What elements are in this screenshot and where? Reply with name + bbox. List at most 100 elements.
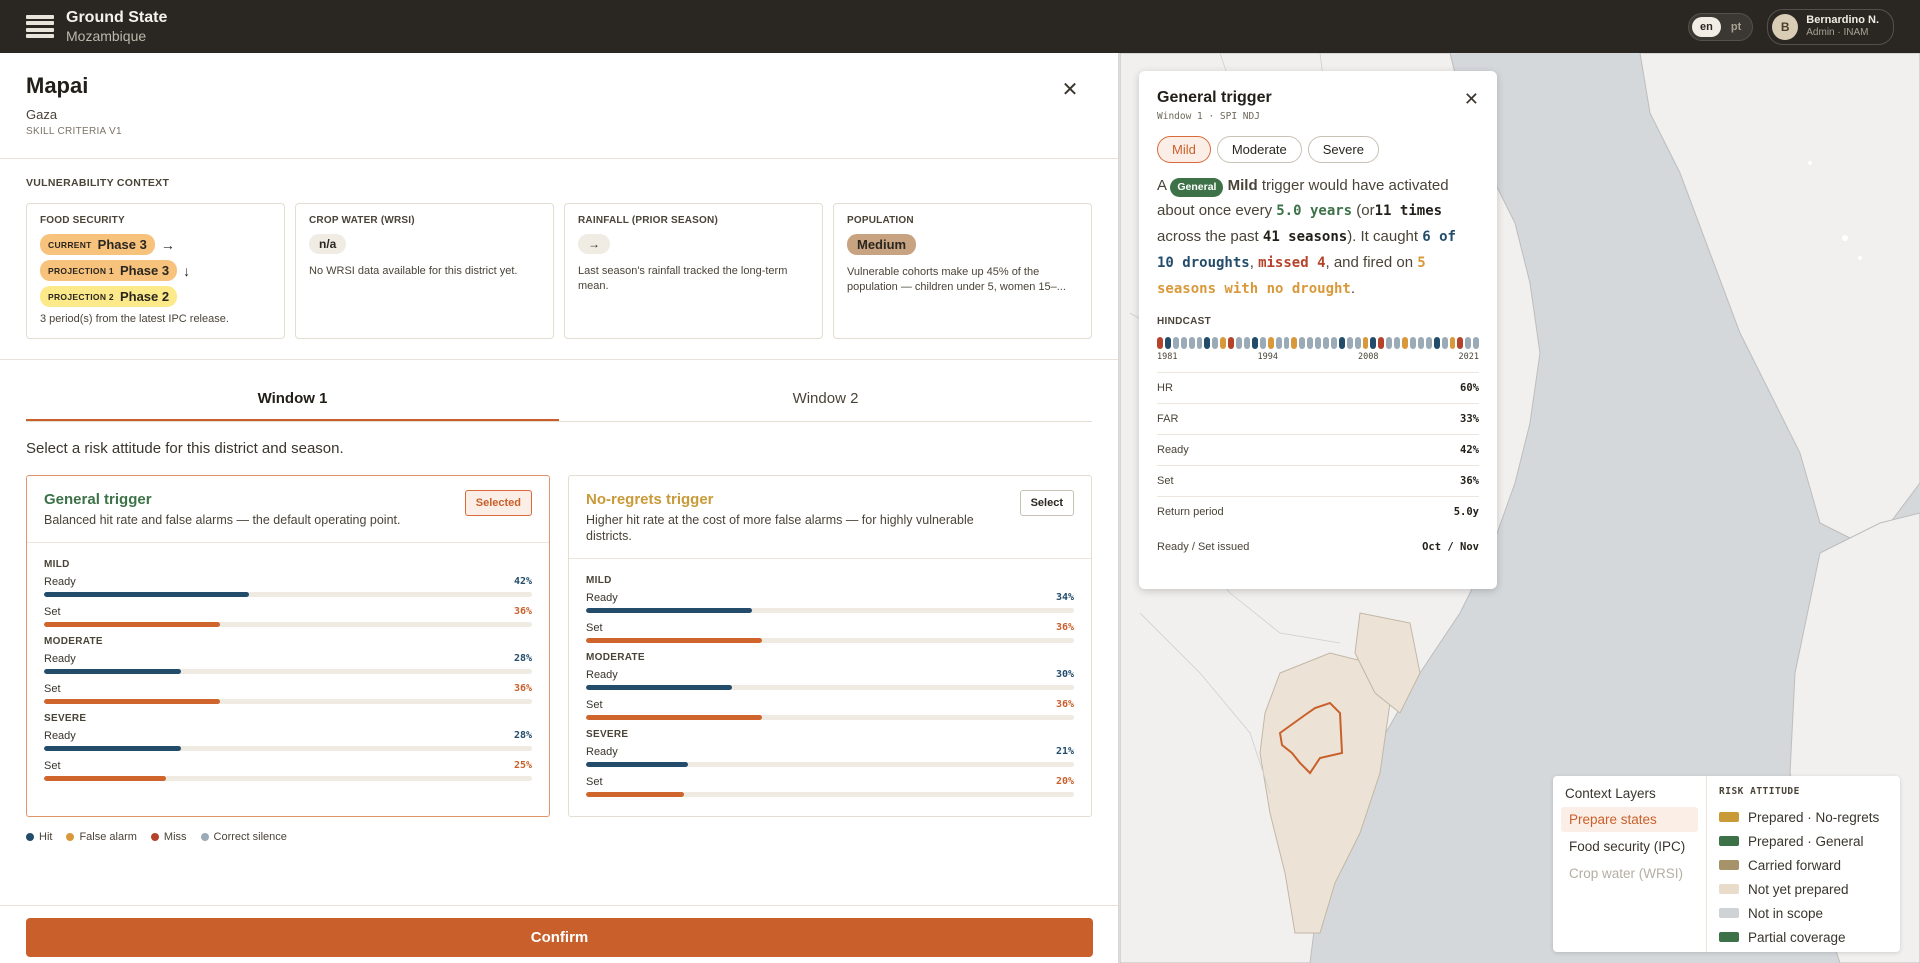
severity-label: MODERATE: [44, 636, 103, 647]
user-role: Admin · INAM: [1806, 27, 1869, 38]
hindcast-years: 1981 1994 2008 2021: [1157, 352, 1479, 362]
severity-tab-severe[interactable]: Severe: [1307, 136, 1379, 163]
hindcast-season: [1251, 337, 1258, 349]
set-bar: Set 36%: [44, 606, 532, 627]
hindcast-season: [1315, 337, 1322, 349]
projection2-phase-badge: PROJECTION 2 Phase 2: [40, 286, 178, 307]
crop-water-card: CROP WATER (WRSI) n/a No WRSI data avail…: [295, 203, 554, 339]
trigger-summary: A General Mild trigger would have activa…: [1157, 177, 1456, 297]
hindcast-season: [1307, 337, 1314, 349]
hindcast-season: [1228, 337, 1235, 349]
lang-pt-button[interactable]: pt: [1730, 20, 1742, 33]
risk-legend-item: Partial coverage: [1719, 925, 1888, 949]
menu-icon[interactable]: [26, 13, 54, 41]
hindcast-season: [1394, 337, 1401, 349]
hindcast-label: HINDCAST: [1157, 316, 1212, 327]
hindcast-season: [1386, 337, 1393, 349]
severity-label: MILD: [586, 575, 612, 586]
severity-label: MILD: [44, 559, 70, 570]
hindcast-season: [1402, 337, 1408, 349]
brand: Ground State Mozambique: [66, 8, 167, 45]
ready-bar: Ready 28%: [44, 653, 532, 674]
hindcast-season: [1323, 337, 1329, 349]
general-trigger-card[interactable]: General trigger Balanced hit rate and fal…: [26, 475, 550, 817]
layer-prepare-states[interactable]: Prepare states: [1561, 807, 1698, 832]
risk-legend-item: Not in scope: [1719, 901, 1888, 925]
hindcast-season: [1220, 337, 1227, 349]
hindcast-season: [1433, 337, 1440, 349]
card-title: POPULATION: [847, 215, 914, 226]
selected-button[interactable]: Selected: [464, 490, 532, 516]
hindcast-season: [1259, 337, 1266, 349]
layer-food-security[interactable]: Food security (IPC): [1569, 839, 1686, 854]
card-note: No WRSI data available for this district…: [309, 265, 518, 277]
legend-item: Miss: [150, 831, 187, 843]
layers-title: Context Layers: [1565, 786, 1656, 801]
ready-bar-fill: [586, 762, 689, 767]
year-label: 2008: [1358, 352, 1379, 362]
set-bar-fill: [44, 776, 166, 781]
language-toggle: en pt: [1688, 12, 1754, 41]
ready-bar: Ready 28%: [44, 730, 532, 751]
tab-window-1[interactable]: Window 1: [26, 390, 559, 421]
tab-window-2[interactable]: Window 2: [792, 390, 859, 407]
avatar: B: [1772, 13, 1799, 40]
risk-title: RISK ATTITUDE: [1719, 786, 1800, 797]
district-panel: Mapai Gaza SKILL CRITERIA V1 ✕ VULNERABI…: [0, 53, 1119, 963]
hindcast-season: [1291, 337, 1298, 349]
hindcast-season: [1196, 337, 1203, 349]
general-badge: General: [1170, 178, 1224, 197]
set-bar-fill: [44, 699, 220, 704]
hindcast-season: [1346, 337, 1353, 349]
rainfall-trend-icon: →: [578, 234, 610, 254]
country-label: Mozambique: [66, 28, 147, 44]
select-button[interactable]: Select: [1019, 490, 1074, 516]
severity-label: MODERATE: [586, 652, 645, 663]
stat-row: Set 36%: [1157, 465, 1479, 496]
close-panel-icon[interactable]: ✕: [1061, 78, 1079, 101]
trigger-name: No-regrets trigger: [586, 491, 714, 508]
severity-tab-mild[interactable]: Mild: [1157, 136, 1211, 163]
set-bar: Set 20%: [586, 776, 1074, 797]
window-tabs: Window 1 Window 2: [26, 390, 1092, 422]
hindcast-season: [1465, 337, 1472, 349]
card-title: RAINFALL (PRIOR SEASON): [578, 215, 718, 226]
hindcast-season: [1417, 337, 1424, 349]
year-label: 2021: [1458, 352, 1479, 362]
hindcast-season: [1425, 337, 1432, 349]
context-layers-panel: Context Layers Prepare states Food secur…: [1553, 776, 1900, 952]
confirm-bar: Confirm: [0, 905, 1118, 963]
no-regrets-trigger-card[interactable]: No-regrets trigger Higher hit rate at the…: [568, 475, 1092, 817]
set-bar: Set 36%: [586, 622, 1074, 643]
trigger-options: General trigger Balanced hit rate and fal…: [26, 475, 1092, 817]
card-note: Vulnerable cohorts make up 45% of the po…: [847, 266, 1066, 293]
card-note: 3 period(s) from the latest IPC release.: [40, 313, 229, 325]
hindcast-season: [1441, 337, 1448, 349]
set-bar-fill: [586, 638, 762, 643]
card-note: Last season's rainfall tracked the long-…: [578, 265, 788, 292]
risk-legend-item: Prepared · General: [1719, 829, 1888, 853]
hindcast-season: [1172, 337, 1179, 349]
stat-row: Ready 42%: [1157, 434, 1479, 465]
hindcast-season: [1330, 337, 1337, 349]
district-header: Mapai Gaza SKILL CRITERIA V1 ✕: [0, 53, 1118, 159]
section-label: VULNERABILITY CONTEXT: [26, 177, 170, 189]
hindcast-season: [1267, 337, 1274, 349]
hindcast-season: [1354, 337, 1361, 349]
legend-item: Correct silence: [200, 831, 287, 843]
severity-tab-moderate[interactable]: Moderate: [1216, 136, 1302, 163]
severity-tabs: Mild Moderate Severe: [1157, 136, 1479, 163]
year-label: 1994: [1257, 352, 1278, 362]
lang-en-button[interactable]: en: [1692, 16, 1721, 37]
ready-bar-fill: [44, 746, 181, 751]
set-bar-fill: [586, 715, 762, 720]
hindcast-season: [1283, 337, 1290, 349]
close-popup-icon[interactable]: ✕: [1463, 89, 1479, 109]
ready-bar-fill: [586, 608, 752, 613]
hindcast-season: [1473, 337, 1480, 349]
ready-bar: Ready 30%: [586, 669, 1074, 690]
confirm-button[interactable]: Confirm: [26, 918, 1093, 957]
trigger-name: General trigger: [44, 491, 152, 508]
user-menu[interactable]: B Bernardino N. Admin · INAM: [1767, 8, 1894, 45]
hindcast-season: [1164, 337, 1171, 349]
